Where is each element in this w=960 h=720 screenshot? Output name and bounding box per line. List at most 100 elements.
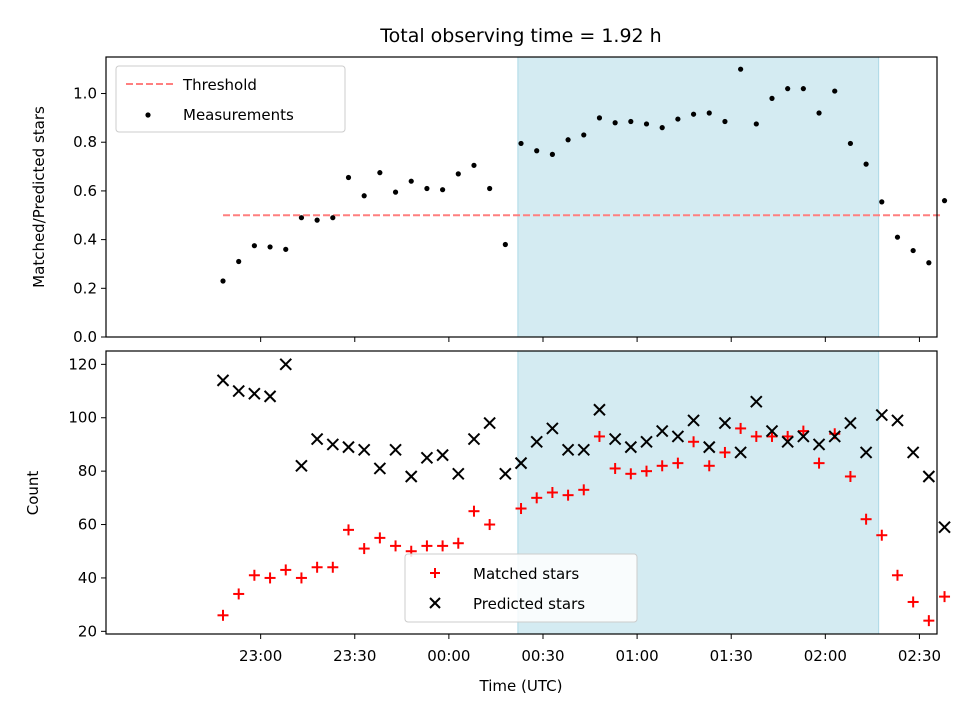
predicted-star-point	[671, 430, 685, 443]
measurement-point	[847, 140, 854, 147]
top-plot-area	[220, 56, 948, 338]
bottom-x-tick-label: 00:00	[427, 647, 470, 665]
matched-star-point	[860, 513, 872, 525]
top-axes-frame	[105, 56, 938, 338]
legend-measurements-label: Measurements	[183, 106, 294, 124]
top-y-tick-label: 0.6	[73, 182, 97, 200]
bottom-legend-box	[404, 553, 638, 623]
predicted-star-point	[812, 438, 826, 451]
legend-threshold-label: Threshold	[182, 76, 257, 94]
matched-star-point	[625, 468, 637, 480]
matched-star-point	[295, 572, 307, 584]
predicted-star-point	[342, 440, 355, 454]
measurement-point	[487, 185, 493, 192]
measurement-point	[314, 217, 320, 223]
bottom-x-tick-label: 01:30	[710, 647, 753, 665]
bottom-plot-area	[216, 350, 951, 635]
bottom-legend: Matched stars Predicted stars	[404, 553, 638, 623]
top-legend: Threshold Measurements	[115, 65, 346, 133]
matched-star-point	[374, 532, 386, 544]
measurement-point	[408, 178, 414, 184]
matched-star-point	[217, 609, 229, 621]
matched-star-point	[342, 524, 354, 536]
predicted-star-point	[483, 416, 496, 430]
matched-star-point	[515, 503, 527, 515]
top-ylabel: Matched/Predicted stars	[30, 106, 48, 288]
predicted-star-point	[718, 416, 732, 430]
measurement-point	[345, 174, 352, 181]
measurement-point	[549, 151, 555, 157]
predicted-star-point	[891, 414, 904, 427]
measurement-point	[518, 140, 524, 147]
predicted-star-point	[922, 470, 936, 483]
matched-star-point	[437, 540, 449, 552]
measurement-point	[440, 187, 446, 193]
matched-star-point	[531, 492, 543, 504]
legend-matched-label: Matched stars	[473, 565, 579, 583]
matched-star-point	[264, 572, 276, 584]
matched-star-point	[891, 569, 903, 581]
matched-star-point	[766, 430, 778, 442]
bottom-y-tick-label: 120	[68, 355, 97, 373]
measurement-point	[502, 241, 508, 248]
matched-star-point	[656, 460, 668, 472]
predicted-star-point	[546, 422, 559, 435]
predicted-star-point	[593, 403, 606, 416]
predicted-star-point	[420, 451, 434, 464]
bottom-ylabel: Count	[24, 471, 42, 516]
predicted-star-point	[389, 443, 402, 456]
matched-star-point	[750, 430, 762, 442]
matched-star-point	[593, 430, 605, 442]
top-y-tick-label: 0.2	[73, 279, 97, 297]
matched-star-point	[452, 537, 464, 549]
measurement-point	[832, 88, 838, 94]
measurement-point	[236, 258, 242, 265]
top-y-tick-label: 0.4	[73, 231, 97, 249]
matched-star-point	[421, 540, 433, 552]
predicted-star-point	[263, 390, 277, 403]
measurement-point	[628, 118, 634, 125]
matched-star-point	[688, 436, 700, 448]
predicted-star-point	[514, 456, 528, 470]
legend-measurements-swatch	[145, 112, 151, 118]
predicted-star-point	[216, 374, 230, 387]
predicted-star-point	[436, 448, 449, 462]
predicted-star-point	[655, 424, 669, 438]
matched-star-point	[672, 457, 684, 469]
bottom-axes-frame	[105, 350, 938, 635]
predicted-star-point	[906, 446, 920, 459]
matched-star-point	[923, 615, 935, 627]
top-y-tick-label: 0.8	[73, 133, 97, 151]
predicted-star-point	[295, 459, 308, 473]
measurement-point	[283, 246, 289, 252]
matched-star-point	[703, 460, 715, 472]
measurement-point	[565, 137, 571, 143]
measurement-point	[643, 121, 650, 127]
predicted-star-point	[828, 430, 841, 443]
predicted-star-point	[859, 446, 873, 459]
predicted-star-point	[687, 414, 700, 427]
bottom-xlabel: Time (UTC)	[479, 677, 563, 695]
measurement-point	[392, 189, 399, 195]
measurement-point	[330, 215, 336, 221]
matched-star-point	[782, 430, 794, 442]
measurement-point	[769, 95, 775, 101]
predicted-star-point	[248, 387, 261, 400]
measurement-point	[910, 247, 916, 254]
predicted-star-point	[750, 395, 763, 408]
top-y-ticks: 0.0 0.2 0.4 0.6 0.8 1.0	[73, 85, 106, 346]
predicted-star-point	[530, 435, 543, 448]
predicted-star-point	[640, 435, 653, 448]
measurement-point	[706, 110, 712, 116]
top-highlight-span	[517, 56, 880, 338]
measurement-point	[220, 278, 226, 284]
top-title: Total observing time = 1.92 h	[379, 25, 661, 47]
measurement-point	[377, 170, 383, 176]
measurement-point	[596, 115, 603, 121]
top-panel: Total observing time = 1.92 h Matched/Pr…	[30, 25, 948, 346]
measurement-point	[863, 161, 869, 167]
measurement-point	[800, 86, 806, 92]
predicted-star-point	[577, 443, 590, 456]
measurement-point	[675, 116, 681, 122]
